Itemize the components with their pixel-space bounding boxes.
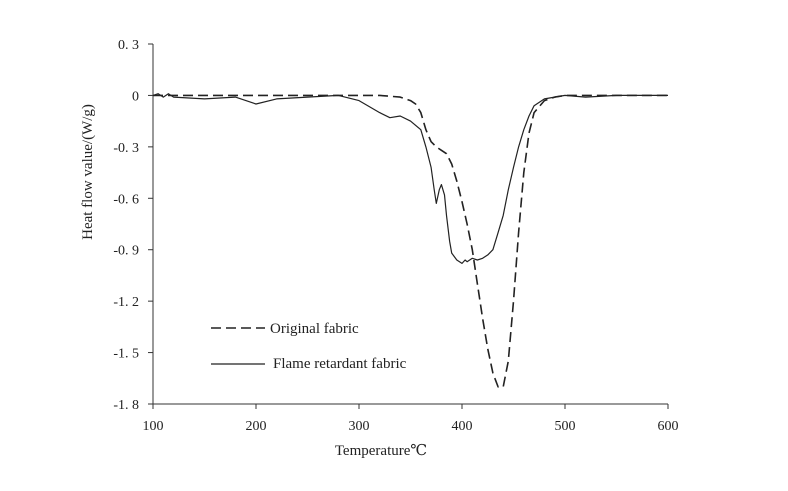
legend: Original fabric Flame retardant fabric: [211, 321, 407, 372]
series-line-original-fabric: [153, 94, 668, 388]
legend-label-original: Original fabric: [270, 321, 359, 337]
y-tick-label: 0: [132, 89, 139, 104]
x-tick-label: 200: [246, 419, 267, 434]
x-tick-label: 500: [555, 419, 576, 434]
y-tick-label: -0. 3: [113, 141, 139, 156]
x-axis-label: Temperature℃: [335, 443, 427, 459]
x-tick-label: 400: [452, 419, 473, 434]
y-tick-label: 0. 3: [118, 38, 139, 53]
x-tick-label: 300: [349, 419, 370, 434]
plot-area: 0. 3 0 -0. 3 -0. 6 -0. 9 -1. 2 -1. 5 -1. 8 100 20…: [113, 38, 678, 434]
y-tick-label: -1. 5: [113, 347, 139, 362]
y-tick-label: -1. 2: [113, 295, 139, 310]
y-tick-label: -0. 9: [113, 244, 139, 259]
legend-label-flame: Flame retardant fabric: [273, 356, 407, 372]
series-line-flame-retardant-fabric: [152, 93, 668, 264]
y-tick-label: -1. 8: [113, 398, 139, 413]
x-tick-label: 100: [143, 419, 164, 434]
x-tick-label: 600: [658, 419, 679, 434]
y-tick-label: -0. 6: [113, 192, 139, 207]
y-axis-label: Heat flow value/(W/g): [80, 104, 96, 240]
